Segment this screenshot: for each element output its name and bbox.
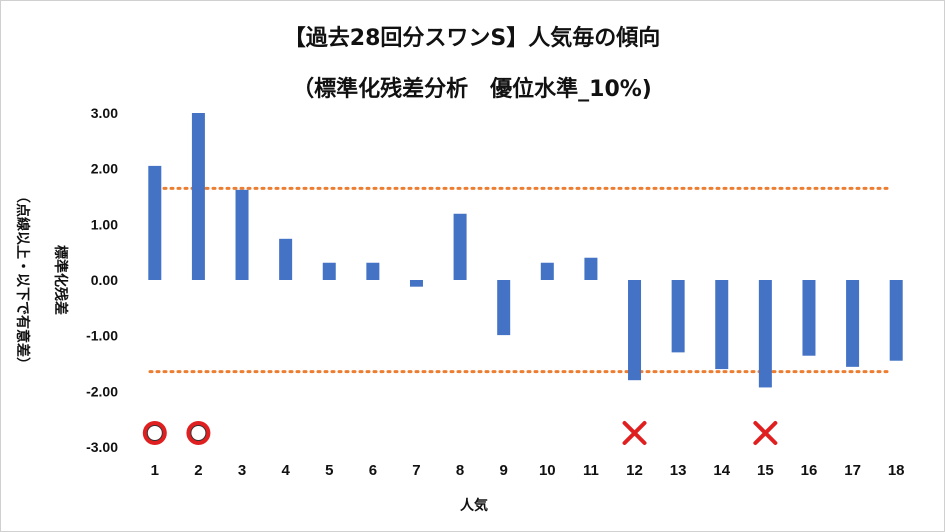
circle-marker-inner [146, 425, 163, 441]
bar [366, 262, 380, 280]
y-axis-label-sub: （点線以上・以下で有意差） [14, 189, 31, 371]
x-axis-label: 人気 [460, 497, 488, 514]
bar [628, 280, 642, 381]
bar [235, 189, 249, 280]
y-tick-label: 0.00 [91, 272, 118, 288]
chart-subtitle: （標準化残差分析 優位水準_10%) [292, 76, 652, 102]
bar [191, 113, 205, 280]
bar [409, 280, 423, 287]
bar [148, 165, 162, 280]
x-tick-label: 8 [456, 462, 464, 479]
x-tick-label: 14 [713, 462, 730, 479]
bar [889, 280, 903, 361]
x-tick-label: 2 [194, 462, 202, 479]
bar [671, 280, 685, 353]
bar [802, 280, 816, 356]
bar [279, 238, 293, 280]
bar [497, 280, 511, 336]
bar [584, 257, 598, 280]
x-tick-label: 13 [670, 462, 687, 479]
y-tick-label: -3.00 [86, 439, 118, 455]
x-tick-label: 18 [888, 462, 905, 479]
x-tick-label: 12 [626, 462, 643, 479]
x-tick-label: 5 [325, 462, 333, 479]
x-tick-label: 4 [281, 462, 290, 479]
bar [322, 262, 336, 280]
x-tick-label: 15 [757, 462, 774, 479]
y-tick-label: 2.00 [91, 161, 118, 177]
bar [715, 280, 729, 370]
chart-title: 【過去28回分スワンS】人気毎の傾向 [284, 25, 660, 51]
cross-marker-stroke [753, 421, 778, 445]
x-tick-label: 3 [238, 462, 246, 479]
circle-marker-inner [190, 425, 207, 441]
x-tick-label: 9 [500, 462, 508, 479]
bar [453, 213, 467, 280]
x-tick-label: 16 [801, 462, 818, 479]
cross-marker-stroke [622, 421, 647, 445]
y-tick-label: 1.00 [91, 216, 118, 232]
bar [758, 280, 772, 388]
x-tick-label: 17 [844, 462, 861, 479]
y-tick-label: -1.00 [86, 328, 118, 344]
x-tick-label: 11 [583, 462, 599, 479]
x-tick-label: 1 [151, 462, 159, 479]
x-tick-label: 10 [539, 462, 556, 479]
y-axis-label-main: 標準化残差 [52, 245, 69, 315]
x-tick-label: 6 [369, 462, 377, 479]
bar [540, 262, 554, 280]
bar [846, 280, 860, 367]
y-tick-label: 3.00 [91, 105, 118, 121]
x-tick-label: 7 [412, 462, 420, 479]
y-tick-label: -2.00 [86, 383, 118, 399]
